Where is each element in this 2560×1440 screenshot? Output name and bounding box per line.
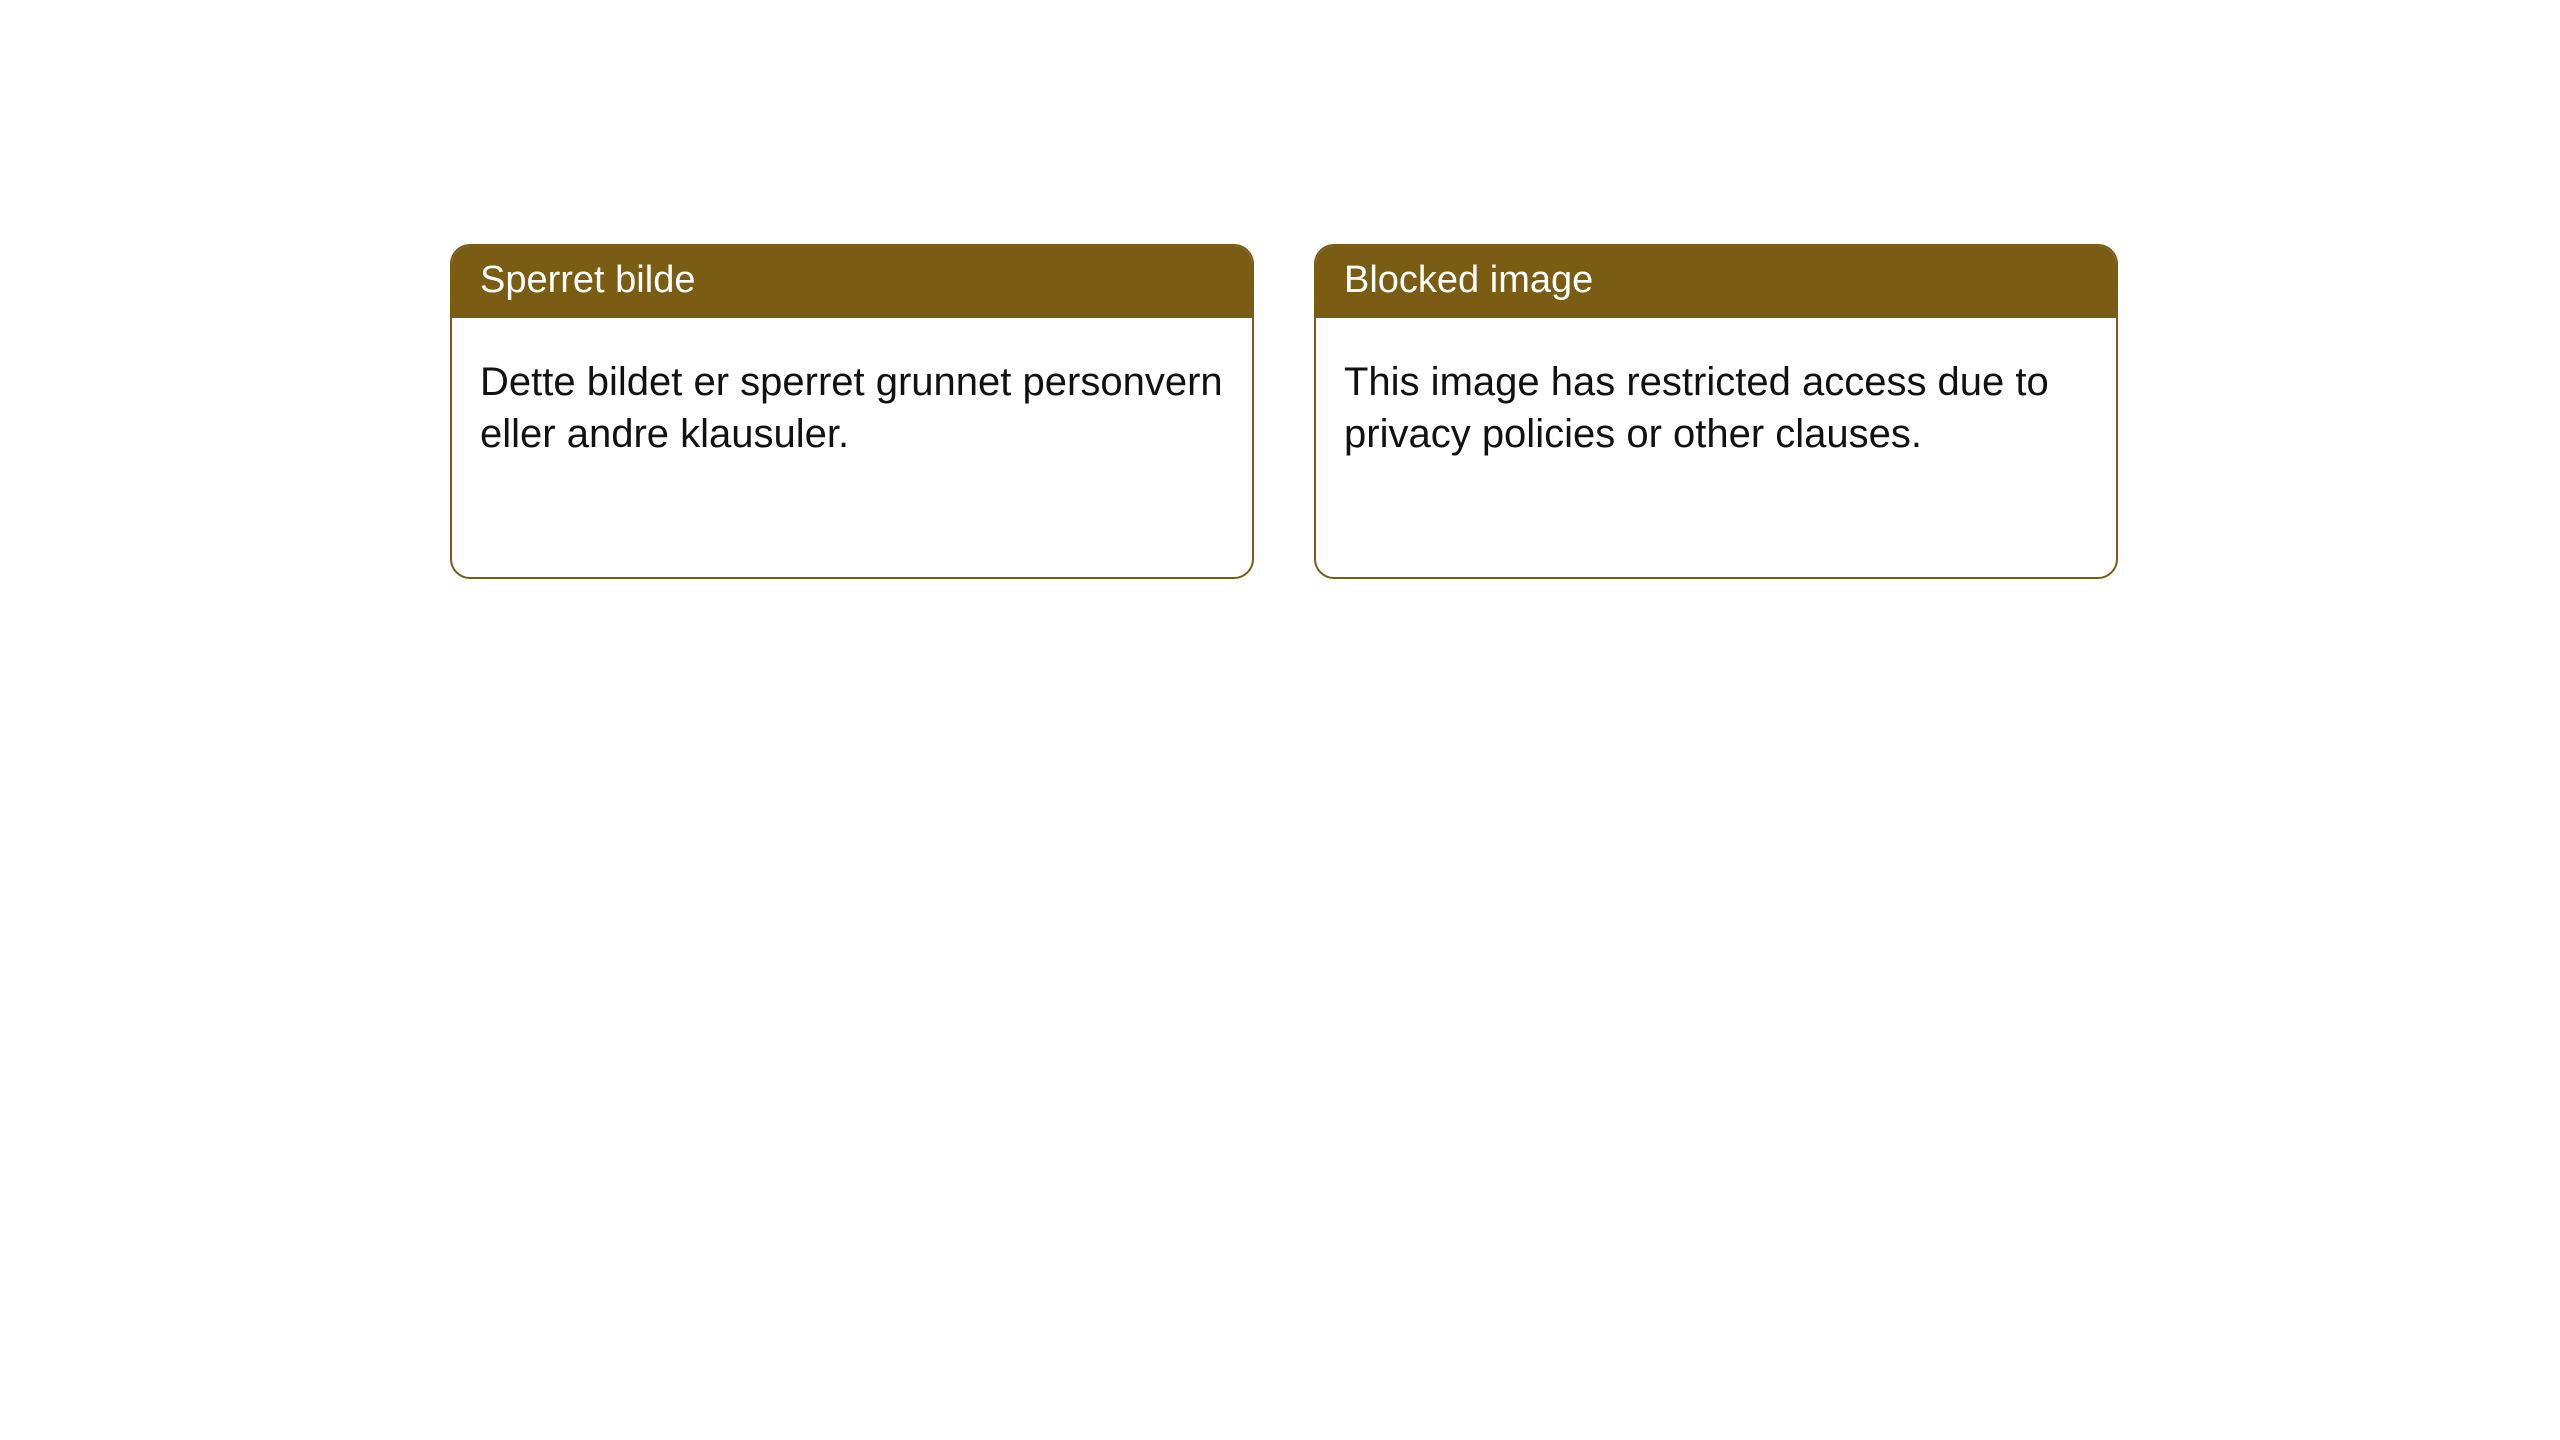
notice-card-title: Sperret bilde [452,246,1252,318]
notice-card-english: Blocked image This image has restricted … [1314,244,2118,579]
notice-container: Sperret bilde Dette bildet er sperret gr… [0,0,2560,579]
notice-card-body: Dette bildet er sperret grunnet personve… [452,318,1252,498]
notice-card-norwegian: Sperret bilde Dette bildet er sperret gr… [450,244,1254,579]
notice-card-title: Blocked image [1316,246,2116,318]
notice-card-body: This image has restricted access due to … [1316,318,2116,498]
